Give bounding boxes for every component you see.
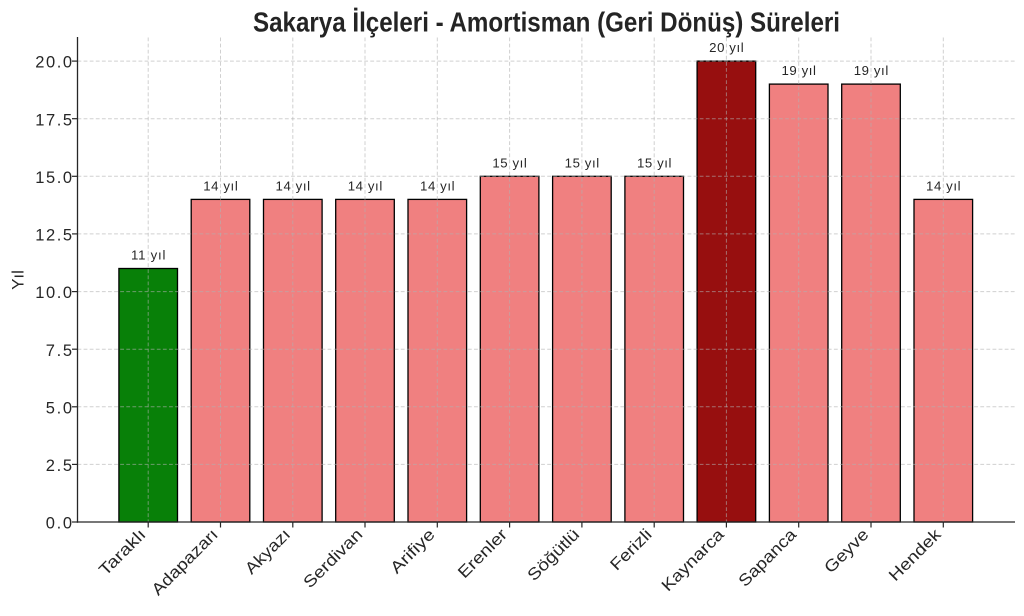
svg-text:10.0: 10.0 [35,284,72,302]
svg-text:Sakarya İlçeleri - Amortisman: Sakarya İlçeleri - Amortisman (Geri Dönü… [253,7,840,38]
svg-text:0.0: 0.0 [46,515,72,533]
svg-text:15.0: 15.0 [35,169,72,187]
svg-text:Yıl: Yıl [9,270,28,290]
svg-text:5.0: 5.0 [46,399,72,417]
svg-text:11 yıl: 11 yıl [131,248,166,263]
svg-text:19 yıl: 19 yıl [781,63,816,78]
svg-text:2.5: 2.5 [46,457,72,475]
svg-text:15 yıl: 15 yıl [565,155,600,170]
svg-text:14 yıl: 14 yıl [420,178,455,193]
svg-text:14 yıl: 14 yıl [348,178,383,193]
svg-text:15 yıl: 15 yıl [492,155,527,170]
svg-text:14 yıl: 14 yıl [276,178,311,193]
svg-text:15 yıl: 15 yıl [637,155,672,170]
svg-text:20 yıl: 20 yıl [709,40,744,55]
svg-text:17.5: 17.5 [35,111,72,129]
svg-text:12.5: 12.5 [35,227,72,245]
svg-text:7.5: 7.5 [46,342,72,360]
svg-text:19 yıl: 19 yıl [854,63,889,78]
svg-text:14 yıl: 14 yıl [926,178,961,193]
svg-text:14 yıl: 14 yıl [203,178,238,193]
svg-text:20.0: 20.0 [35,54,72,72]
